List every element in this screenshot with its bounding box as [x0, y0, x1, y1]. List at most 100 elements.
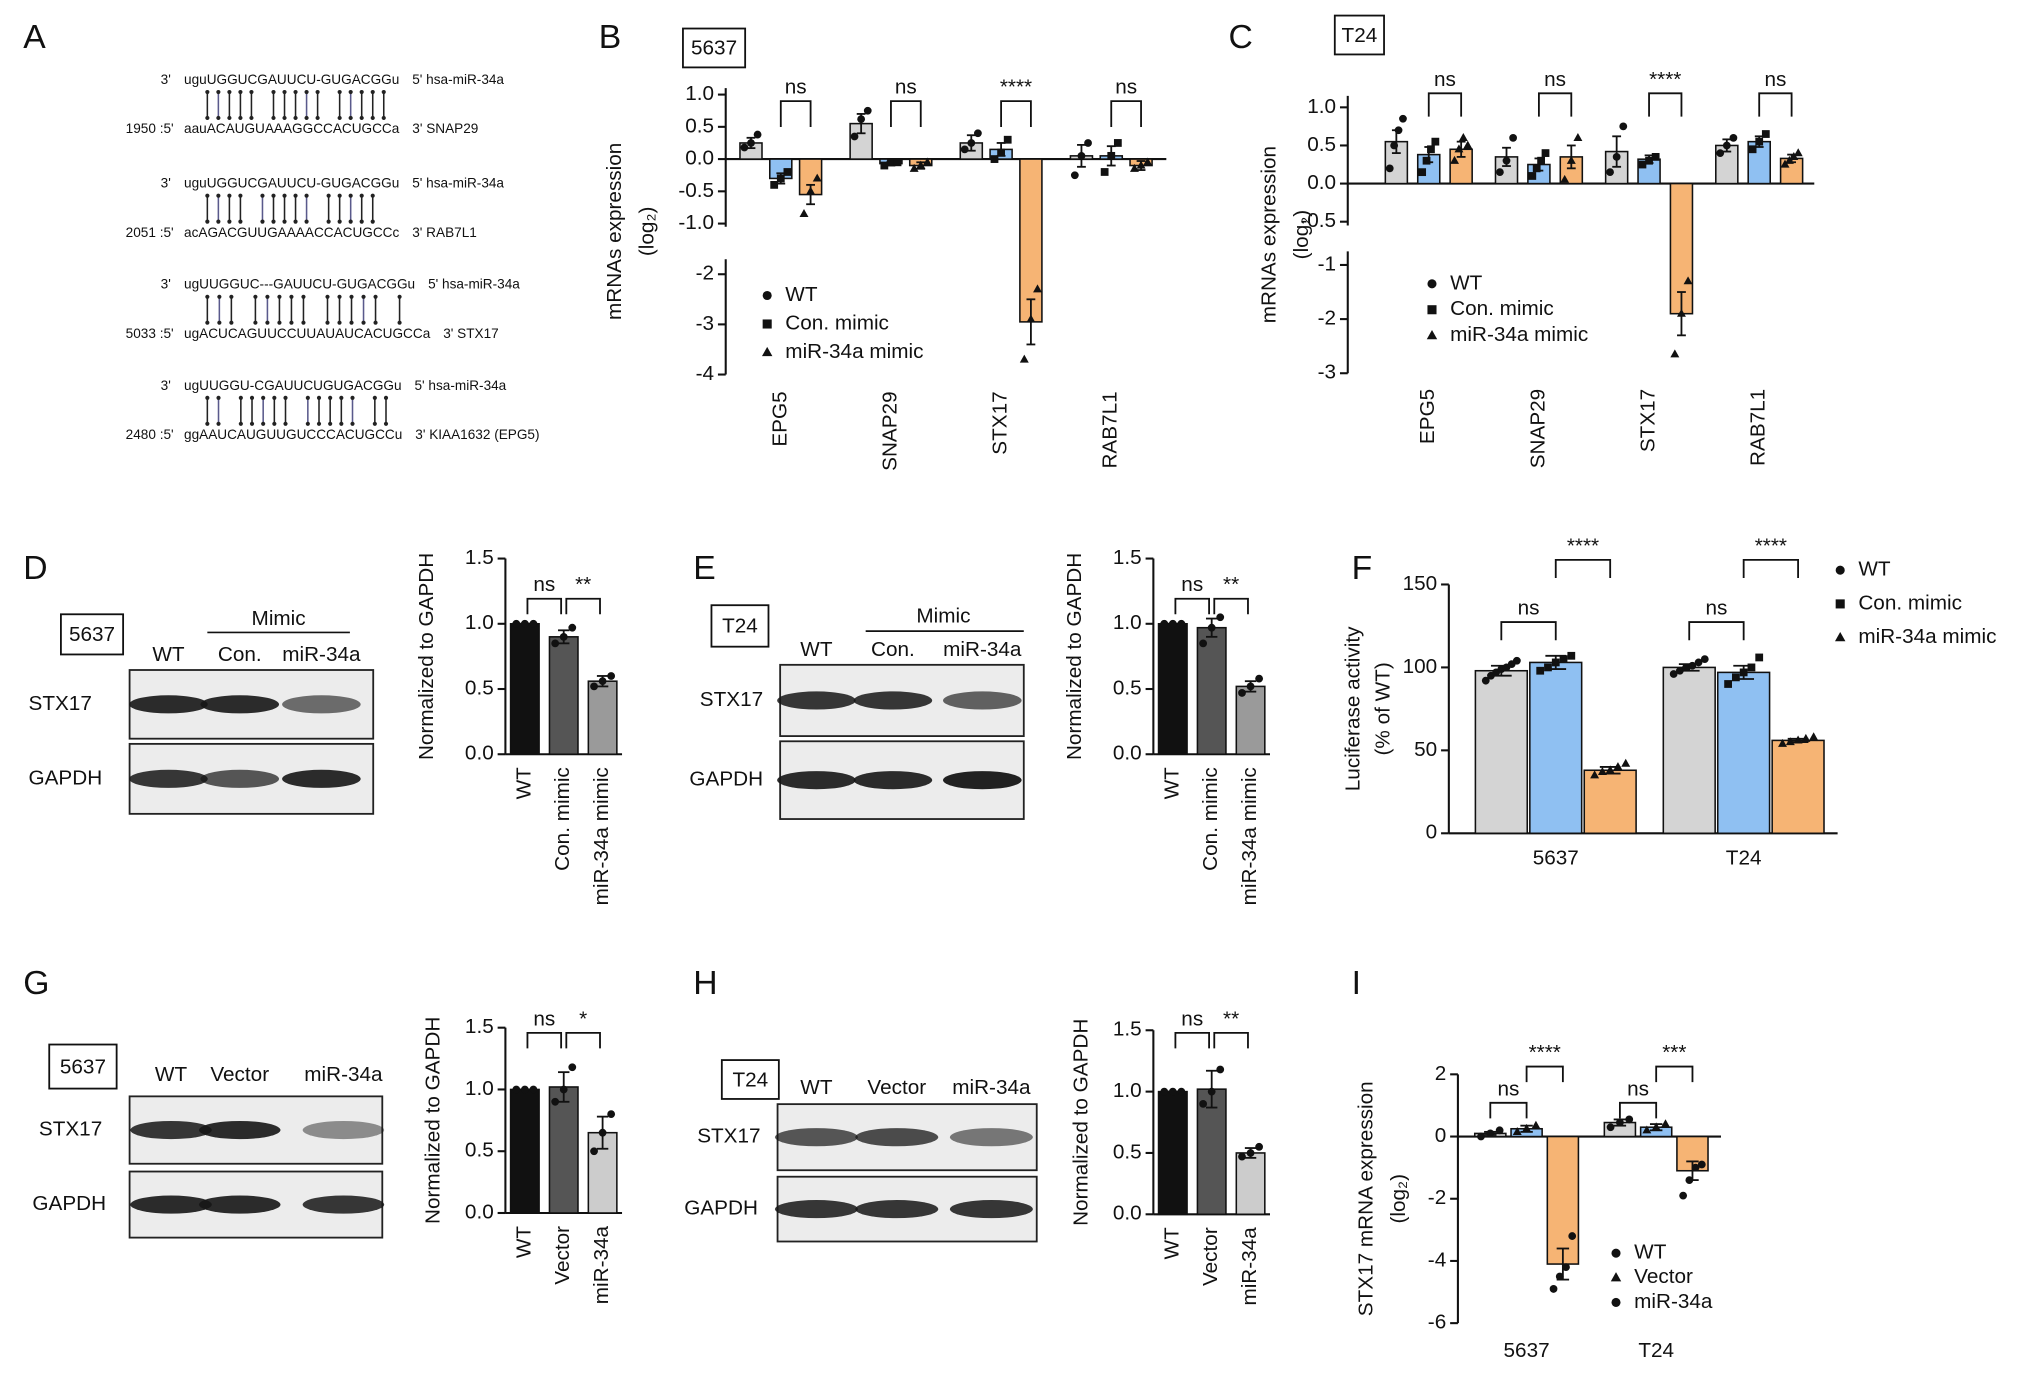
y-axis-label: mRNAs expression	[1257, 146, 1280, 323]
y-tick-label: -3	[1318, 361, 1336, 384]
data-point	[799, 209, 809, 218]
data-point	[598, 1128, 607, 1137]
legend-marker	[1834, 631, 1846, 642]
base-pair-end	[238, 115, 243, 121]
data-point	[1537, 156, 1545, 165]
data-point	[1255, 674, 1264, 683]
data-point	[1747, 663, 1756, 672]
data-point	[607, 672, 616, 680]
data-point	[1590, 770, 1600, 779]
data-point	[520, 619, 529, 628]
significance-label: *	[579, 1007, 587, 1030]
base-pair-end	[325, 320, 330, 325]
strand-end: 2480 :5'	[126, 427, 174, 442]
data-point	[1801, 733, 1811, 742]
data-point	[1616, 1118, 1624, 1127]
base-pair-end	[373, 320, 378, 325]
band	[774, 1200, 858, 1219]
row-label: GAPDH	[689, 768, 763, 791]
data-point	[1621, 758, 1631, 767]
significance-bracket	[890, 100, 922, 128]
base-pair-end	[265, 294, 270, 299]
data-point	[1246, 1149, 1255, 1157]
significance-label: ****	[1755, 534, 1787, 557]
data-point	[1562, 1263, 1570, 1272]
data-point	[1682, 663, 1691, 672]
y-tick-label: 150	[1403, 572, 1438, 595]
significance-bracket	[526, 1031, 563, 1049]
base-pair-end	[328, 421, 333, 426]
significance-bracket	[1174, 597, 1210, 615]
data-point	[529, 619, 538, 628]
significance-label: **	[1223, 573, 1239, 596]
x-tick-label: Vector	[551, 1226, 574, 1285]
band	[198, 1120, 281, 1140]
data-point	[1238, 1152, 1246, 1161]
legend-label: miR-34a	[1634, 1290, 1713, 1313]
mirna-name: 5' hsa-miR-34a	[412, 176, 504, 191]
significance-label: ****	[1649, 68, 1681, 91]
data-point	[1638, 160, 1647, 169]
data-point	[1676, 308, 1686, 317]
base-pair-end	[349, 294, 354, 299]
panel-label: E	[693, 550, 715, 587]
base-pair-end	[349, 320, 354, 325]
base-pair-end	[271, 219, 276, 224]
bar	[1235, 1152, 1266, 1216]
data-point	[1651, 1122, 1661, 1131]
band	[200, 695, 280, 714]
x-tick-label: WT	[1160, 767, 1183, 800]
base-pair-end	[238, 193, 243, 198]
base-pair-end	[348, 115, 353, 121]
data-point	[1509, 133, 1518, 142]
data-point	[1136, 160, 1146, 169]
bar	[1196, 1088, 1227, 1216]
base-pair-end	[316, 421, 322, 426]
base-pair-end	[283, 395, 288, 400]
data-point	[887, 158, 895, 167]
significance-bracket	[1648, 92, 1683, 117]
y-tick-label: 0.0	[465, 742, 494, 765]
mirna-name: 5' hsa-miR-34a	[412, 72, 504, 87]
data-point	[1100, 168, 1109, 176]
data-point	[1789, 152, 1799, 161]
data-point	[520, 1085, 529, 1094]
y-tick-label: 1.0	[685, 82, 714, 105]
y-tick-label: 0.5	[465, 1139, 494, 1162]
band	[130, 1120, 212, 1140]
y-tick-label: -2	[696, 262, 714, 285]
base-pair-end	[304, 219, 309, 224]
lane-label: miR-34a	[943, 638, 1022, 661]
lane-label: Vector	[210, 1063, 269, 1086]
data-point	[1642, 1125, 1652, 1134]
base-pair-end	[205, 193, 210, 198]
legend-label: miR-34a mimic	[1450, 323, 1588, 346]
panel-label: F	[1352, 550, 1373, 587]
base-pair-end	[361, 320, 366, 325]
significance-label: ****	[1567, 534, 1599, 557]
data-point	[559, 632, 568, 641]
base-pair-end	[359, 115, 364, 121]
base-pair-end	[260, 193, 265, 198]
data-point	[1778, 738, 1788, 747]
legend-label: WT	[1858, 558, 1891, 581]
data-point	[1670, 349, 1680, 358]
data-point	[1597, 767, 1607, 776]
base-pair-end	[205, 294, 210, 299]
x-tick-label: miR-34a mimic	[590, 767, 613, 905]
base-pair-end	[272, 421, 277, 426]
significance-label: ns	[1115, 76, 1137, 99]
data-point	[1755, 653, 1764, 662]
base-pair-end	[217, 320, 222, 325]
data-point	[1216, 613, 1225, 622]
y-axis-label: STX17 mRNA expression	[1355, 1081, 1378, 1316]
base-pair-end	[205, 115, 210, 121]
data-point	[909, 163, 919, 172]
base-pair-end	[293, 219, 298, 224]
y-tick-label: 1.5	[465, 546, 494, 569]
y-tick-label: -6	[1428, 1311, 1446, 1334]
base-pair-end	[315, 115, 320, 121]
data-point	[1555, 1272, 1564, 1281]
lane-label: miR-34a	[304, 1063, 383, 1086]
y-tick-label: 0.5	[1307, 133, 1336, 156]
